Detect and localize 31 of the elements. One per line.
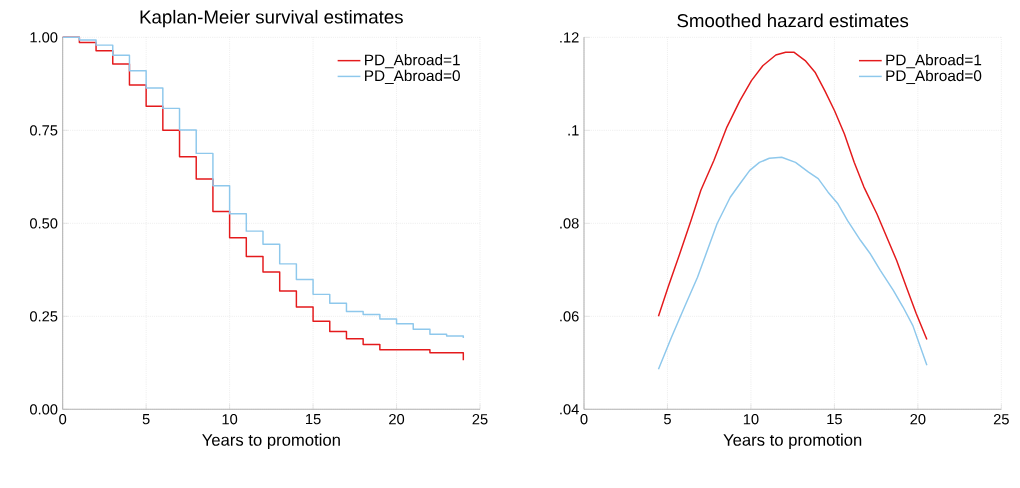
x-tick-label: 25 <box>472 414 488 425</box>
y-tick-label: 0.25 <box>29 311 58 322</box>
y-tick-label: .06 <box>560 311 579 322</box>
chart-title: Kaplan-Meier survival estimates <box>140 9 403 28</box>
x-tick-label: 10 <box>222 414 238 425</box>
y-tick-label: .12 <box>560 32 579 43</box>
y-tick-label: 1.00 <box>30 32 58 43</box>
line-series <box>657 156 928 371</box>
x-tick-label: 20 <box>389 414 405 425</box>
x-tick-label: 15 <box>827 414 842 425</box>
x-tick-label: 10 <box>743 414 759 425</box>
y-tick-label: 0.00 <box>29 404 58 415</box>
x-tick-label: 20 <box>910 414 926 425</box>
x-tick-label: 5 <box>142 414 150 425</box>
y-tick-label: .04 <box>560 404 579 415</box>
y-tick-label: .08 <box>560 218 579 229</box>
x-tick-label: 15 <box>306 414 321 425</box>
y-tick-label: 0.75 <box>29 125 58 136</box>
x-tick-label: 25 <box>993 414 1009 425</box>
legend-label: PD_Abroad=0 <box>365 69 460 85</box>
chart-title: Smoothed hazard estimates <box>677 13 909 28</box>
y-tick-label: 0.50 <box>29 218 58 229</box>
x-axis-title: Years to promotion <box>202 433 340 450</box>
x-axis-title: Years to promotion <box>723 433 862 450</box>
y-tick-label: .1 <box>568 125 579 136</box>
x-tick-label: 5 <box>663 414 671 425</box>
legend-label: PD_Abroad=0 <box>886 69 982 85</box>
x-tick-label: 0 <box>59 414 67 425</box>
legend-label: PD_Abroad=1 <box>886 54 982 69</box>
legend-label: PD_Abroad=1 <box>365 54 460 69</box>
x-tick-label: 0 <box>580 414 588 425</box>
